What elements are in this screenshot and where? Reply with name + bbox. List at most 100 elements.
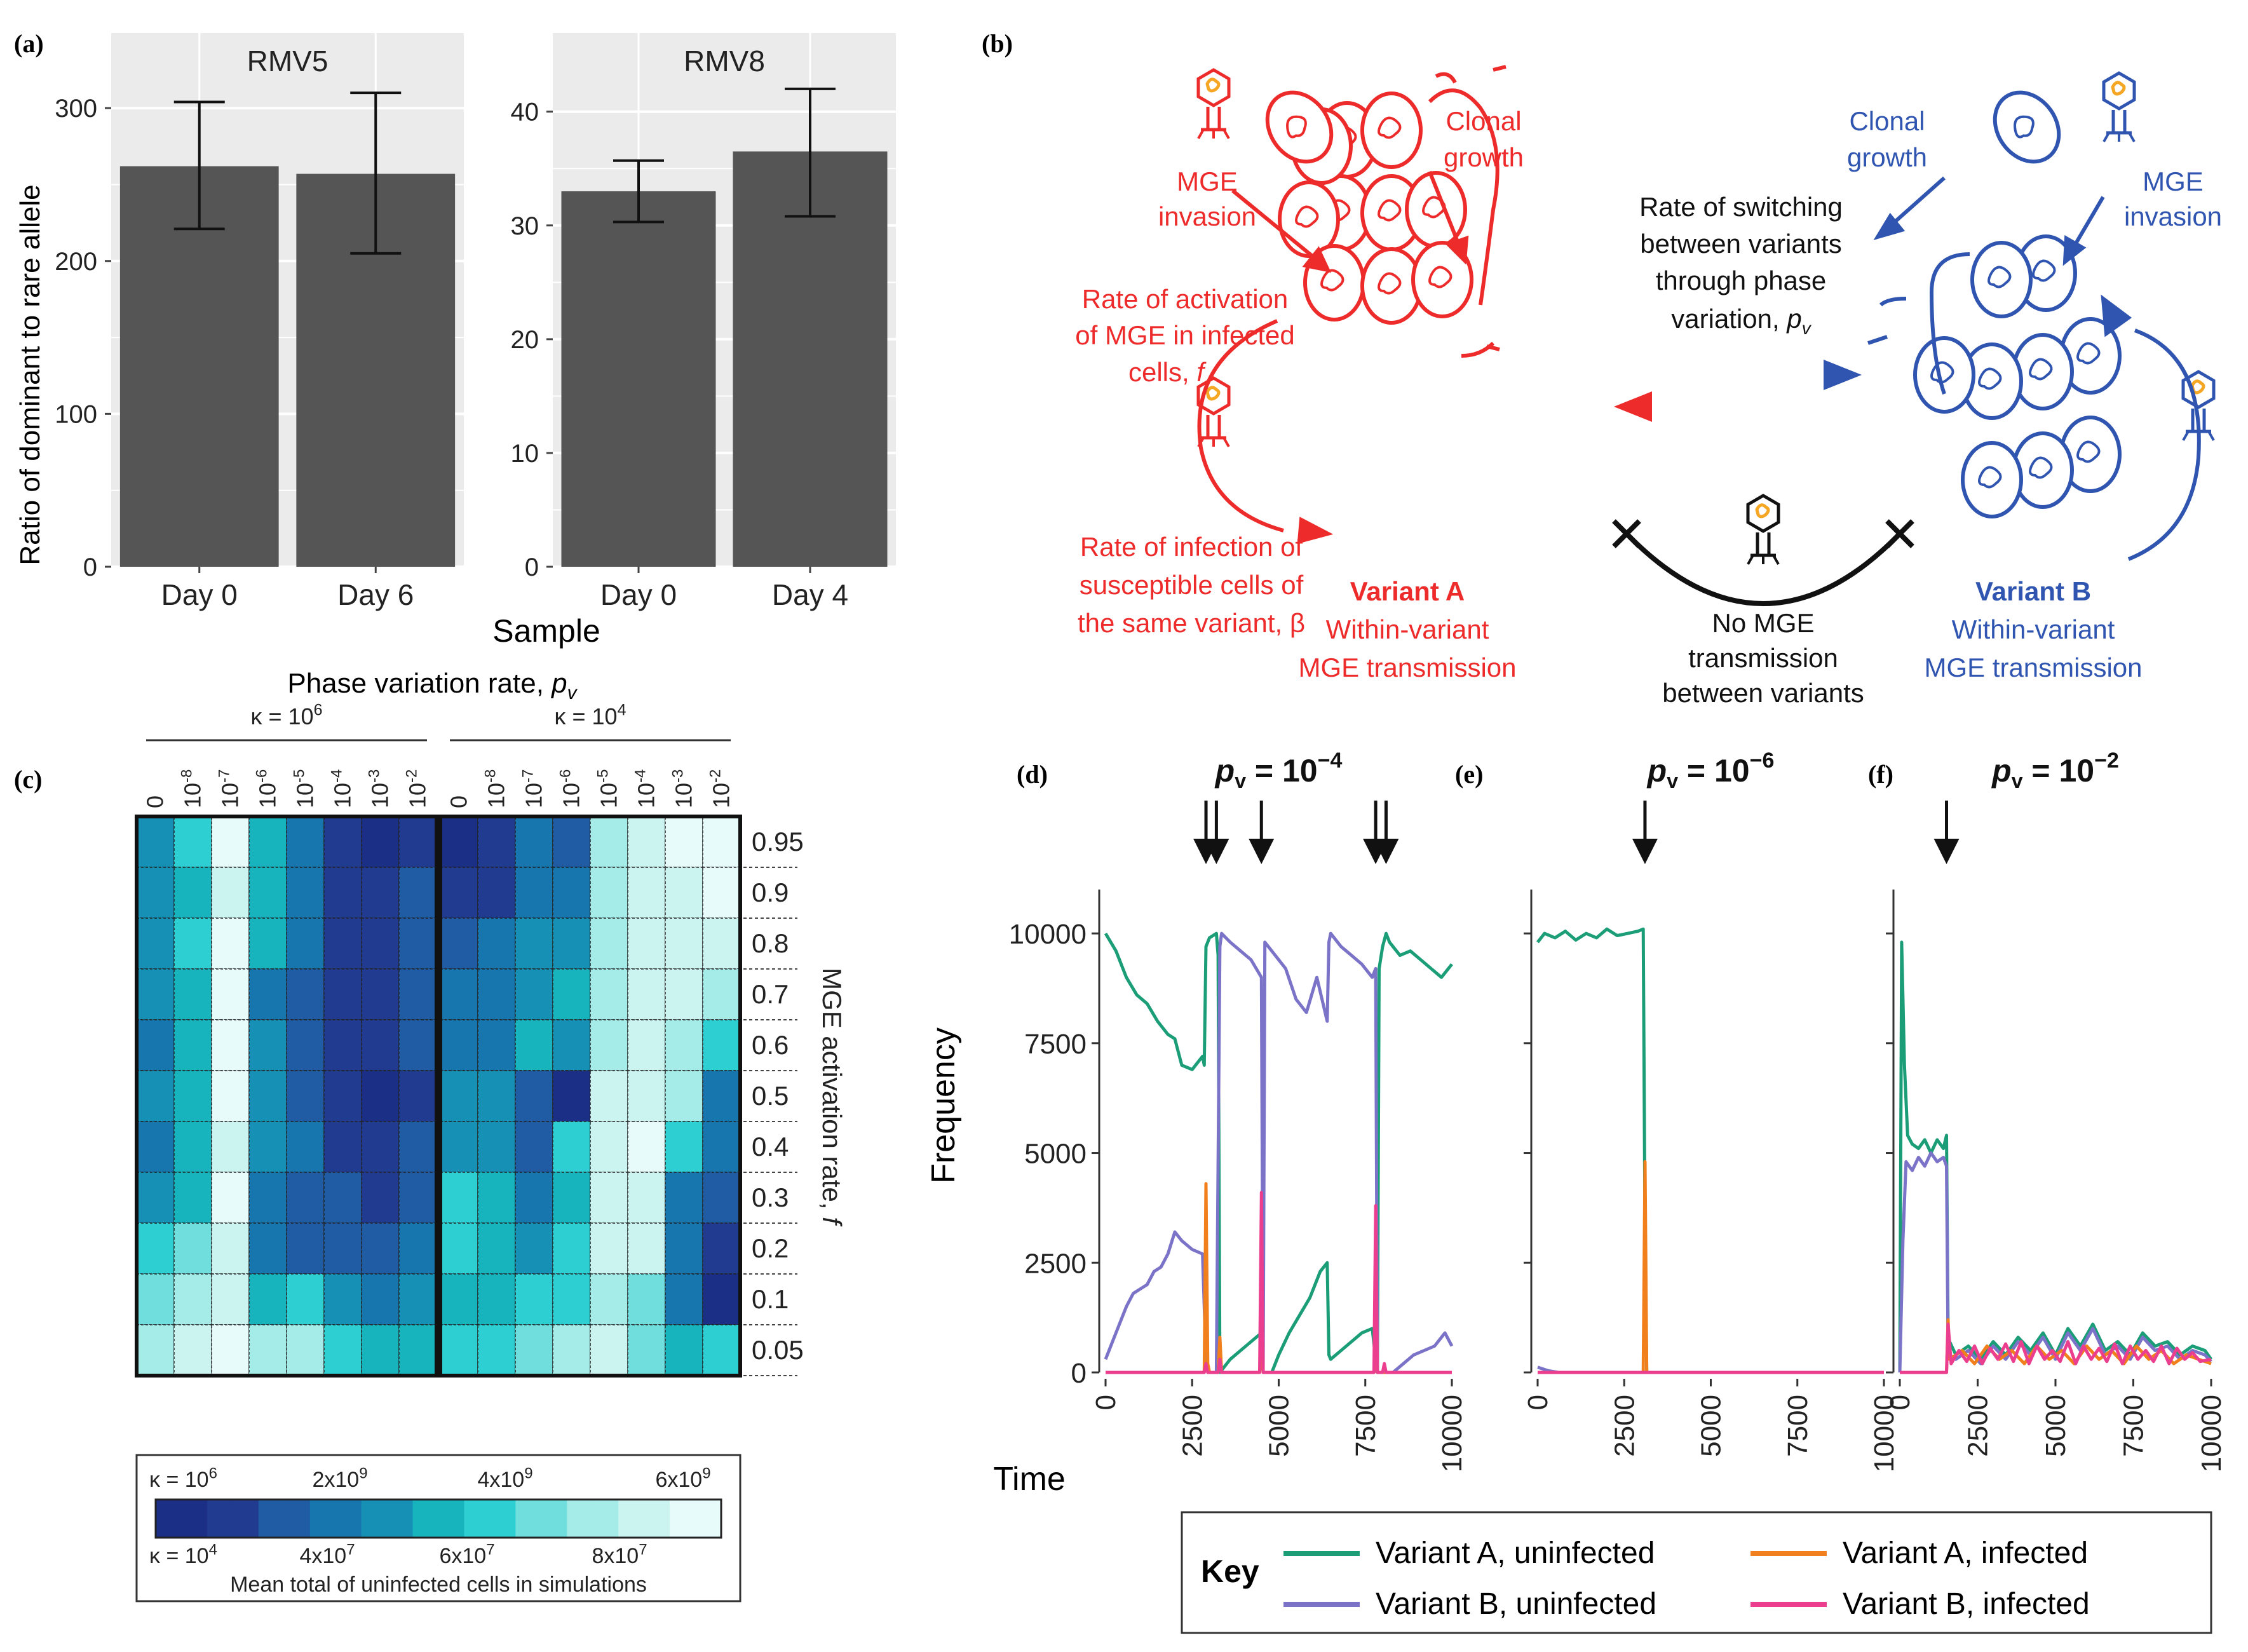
heatmap-cell	[323, 1273, 362, 1325]
heatmap-cell	[440, 867, 478, 919]
colorbar-segment	[695, 1500, 722, 1538]
heatmap-cell	[702, 968, 741, 1020]
heatmap-cell	[361, 1222, 400, 1275]
heatmap-cell	[627, 1070, 666, 1122]
heatmap-cell	[136, 1121, 175, 1173]
heatmap-cell	[702, 1273, 741, 1325]
series-line	[1900, 1318, 2212, 1374]
bar	[119, 166, 279, 567]
column-label: 0	[142, 796, 168, 808]
x-tick-label: Day 6	[337, 578, 414, 611]
heatmap-cell	[361, 1121, 400, 1173]
x-tick-label: 10000	[1869, 1395, 1900, 1472]
heatmap-cell	[173, 1121, 212, 1173]
event-arrow-head	[1203, 839, 1229, 864]
colorbar-segment	[670, 1500, 696, 1538]
x-tick-label: 0	[1885, 1395, 1916, 1410]
colorbar-segment	[438, 1500, 464, 1538]
heatmap-cell	[211, 1121, 250, 1173]
heatmap-cell	[286, 1324, 325, 1376]
heatmap-border	[438, 815, 742, 1378]
heatmap-cell	[552, 867, 591, 919]
legend-label-a-inf: Variant A, infected	[1843, 1536, 2088, 1570]
heatmap-cell	[702, 867, 741, 919]
heatmap-cell	[627, 1222, 666, 1275]
x-tick-label: 10000	[2196, 1395, 2227, 1472]
heatmap-cell	[552, 968, 591, 1020]
heatmap-cell	[590, 1273, 628, 1325]
row-label: 0.4	[752, 1132, 789, 1161]
colorbar-bottom-tick: 8x107	[592, 1541, 647, 1568]
variant-b-line2: MGE transmission	[1924, 653, 2142, 682]
heatmap-cell	[323, 1121, 362, 1173]
heatmap-cell	[323, 968, 362, 1020]
heatmap-cell	[627, 1121, 666, 1173]
series-line	[1106, 1182, 1452, 1374]
panel-label-d: (d)	[1017, 760, 1048, 789]
colorbar-top-tick: 6x109	[655, 1465, 710, 1492]
heatmap-cell	[398, 1019, 437, 1071]
heatmap-cell	[398, 1273, 437, 1325]
heatmap-cell	[515, 1019, 553, 1071]
b-mge-invasion-line1: MGE	[2143, 166, 2204, 196]
column-label: 10-2	[707, 769, 735, 808]
facet-title: RMV5	[247, 44, 328, 78]
heatmap-cell	[361, 1019, 400, 1071]
heatmap-cell	[477, 816, 516, 868]
column-label: 10-4	[328, 769, 356, 808]
column-label: 10-6	[557, 769, 585, 808]
heatmap-cell	[440, 1222, 478, 1275]
heatmap-cell	[627, 1273, 666, 1325]
column-label: 0	[446, 796, 472, 808]
panel-a-bar-charts: (a) Ratio of dominant to rare allele Sam…	[14, 29, 896, 649]
heatmap-cell	[136, 1070, 175, 1122]
variant-a-title: Variant A	[1350, 576, 1465, 606]
heatmap-cell	[173, 1324, 212, 1376]
heatmap-cell	[665, 867, 703, 919]
colorbar-segment	[156, 1500, 182, 1538]
x-tick-label: 5000	[2040, 1395, 2071, 1457]
heatmap-cell	[702, 1019, 741, 1071]
heatmap-cell	[361, 917, 400, 970]
heatmap-cell	[552, 1324, 591, 1376]
heatmap-cell	[590, 1070, 628, 1122]
column-label: 10-6	[254, 769, 281, 808]
colorbar-segment	[412, 1500, 439, 1538]
time-axis-label: Time	[993, 1461, 1066, 1498]
variant-b-clonal-cell	[1982, 80, 2072, 174]
x-tick-label: 0	[1090, 1395, 1121, 1410]
phage-icon	[1198, 70, 1229, 447]
variant-a-arrows	[1197, 170, 1469, 545]
heatmap-cell	[361, 1070, 400, 1122]
heatmap-cell	[590, 867, 628, 919]
event-arrow-head	[1632, 839, 1658, 864]
heatmap-cell	[173, 917, 212, 970]
colorbar-segment	[309, 1500, 336, 1538]
heatmap-cell	[627, 1324, 666, 1376]
y-tick-label: 5000	[1024, 1139, 1087, 1170]
column-label: 10-2	[403, 769, 431, 808]
panel-b-diagram: (b)	[982, 29, 2222, 705]
colorbar-segment	[489, 1500, 516, 1538]
variant-a-cells	[1280, 65, 1507, 358]
heatmap-cell	[286, 1273, 325, 1325]
colorbar-segment	[233, 1500, 259, 1538]
heatmap-cell	[477, 917, 516, 970]
heatmap-cell	[702, 816, 741, 868]
heatmap-y-label: MGE activation rate, f	[817, 968, 847, 1227]
heatmap-cell	[136, 1273, 175, 1325]
legend-label-a-uninf: Variant A, uninfected	[1376, 1536, 1655, 1570]
heatmap-cell	[361, 816, 400, 868]
heatmap-cell	[248, 1070, 287, 1122]
variant-b-arrows	[1873, 176, 2201, 561]
x-tick-label: 2500	[1177, 1395, 1208, 1457]
heatmap-cell	[665, 1172, 703, 1224]
heatmap-cell	[211, 917, 250, 970]
y-tick-label: 0	[1071, 1358, 1087, 1389]
heatmap-cell	[590, 968, 628, 1020]
colorbar: κ = 106 2x109 4x109 6x109 κ = 104 4x107 6x107 8…	[135, 1454, 741, 1602]
series-line	[1536, 927, 1884, 1374]
y-tick-label: 30	[511, 212, 539, 240]
switching-line4: variation, pv	[1671, 304, 1811, 338]
colorbar-segment	[361, 1500, 388, 1538]
